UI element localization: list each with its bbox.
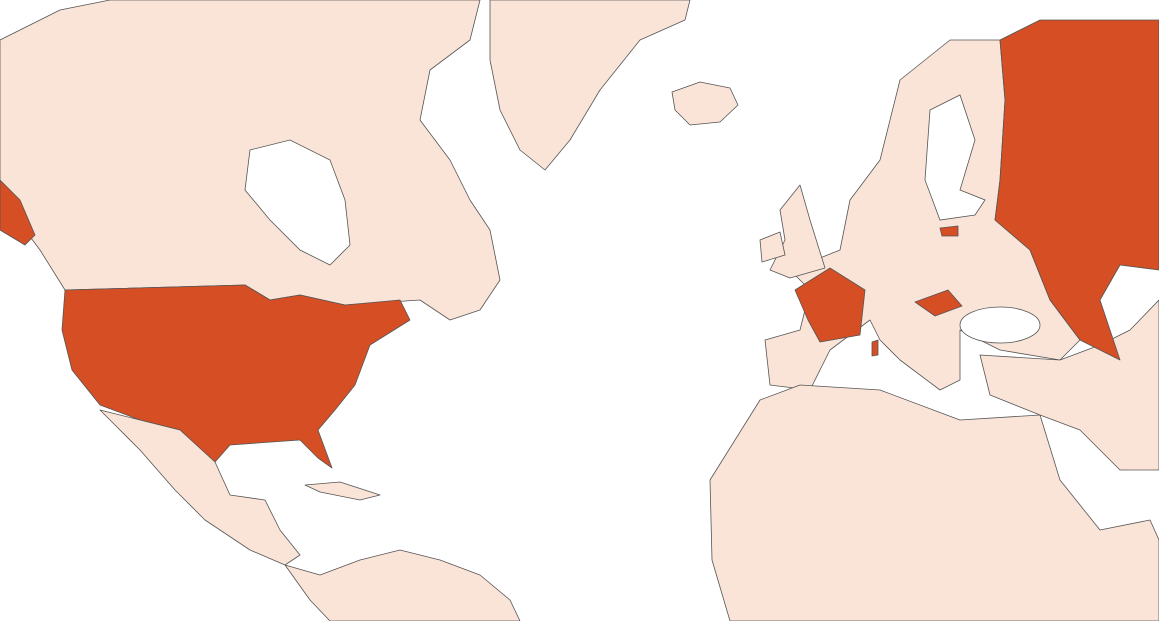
region-france[interactable] xyxy=(794,267,866,343)
black-sea xyxy=(959,306,1041,344)
region-ireland[interactable] xyxy=(759,231,786,263)
baltic-sea xyxy=(924,94,986,221)
region-africa[interactable] xyxy=(709,384,1159,621)
region-iceland[interactable] xyxy=(671,81,739,126)
region-kaliningrad[interactable] xyxy=(939,225,959,237)
region-corsica[interactable] xyxy=(871,339,879,357)
region-greenland[interactable] xyxy=(489,0,691,171)
region-alaska-bc-coast[interactable] xyxy=(0,179,36,246)
region-mexico[interactable] xyxy=(99,409,301,566)
region-hungary[interactable] xyxy=(914,289,963,317)
region-russia[interactable] xyxy=(994,19,1159,361)
region-central-south-america[interactable] xyxy=(284,549,521,621)
region-cuba[interactable] xyxy=(304,481,381,501)
hudson-bay xyxy=(244,139,351,266)
